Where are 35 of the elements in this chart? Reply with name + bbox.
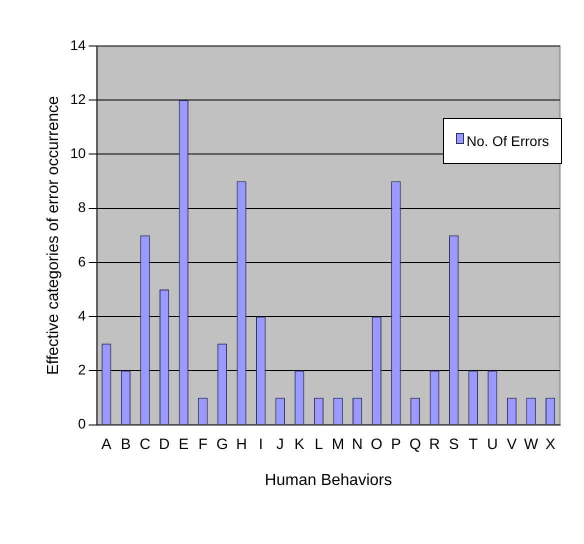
x-tick-label: V — [506, 436, 517, 453]
x-tick-label: O — [370, 436, 382, 453]
x-tick-label: P — [390, 436, 401, 453]
y-tick-label: 0 — [78, 416, 86, 432]
x-tick-label: J — [276, 436, 284, 453]
x-tick-label: D — [158, 436, 170, 453]
x-tick-label: R — [429, 436, 440, 453]
y-tick-label: 10 — [70, 145, 86, 162]
x-tick-label: Q — [409, 436, 422, 453]
x-tick-label: K — [294, 436, 304, 453]
x-tick-label: U — [487, 436, 498, 453]
x-tick-label: A — [101, 436, 112, 453]
y-tick-label: 8 — [78, 199, 86, 216]
x-tick-label: H — [236, 436, 247, 453]
x-tick-label: C — [140, 436, 151, 453]
x-tick-label: X — [545, 436, 556, 453]
x-tick-label: E — [178, 436, 189, 453]
legend-label: No. Of Errors — [466, 133, 549, 149]
x-tick-label: F — [198, 436, 208, 453]
y-tick-label: 2 — [78, 362, 86, 378]
x-tick-label: T — [468, 436, 478, 453]
x-tick-label: S — [448, 436, 459, 453]
y-tick-label: 4 — [78, 307, 86, 324]
x-tick-label: N — [352, 436, 363, 453]
x-tick-label: G — [216, 436, 228, 453]
y-tick-label: 14 — [70, 36, 86, 53]
x-tick-label: L — [314, 436, 323, 453]
y-axis-title: Effective categories of error occurrence — [45, 96, 62, 375]
y-tick-label: 6 — [78, 253, 86, 270]
x-tick-label: B — [120, 436, 131, 453]
x-axis-title: Human Behaviors — [264, 472, 392, 489]
x-tick-label: I — [258, 436, 263, 453]
x-tick-label: M — [332, 436, 344, 453]
y-tick-label: 12 — [70, 90, 86, 107]
x-tick-label: W — [524, 436, 539, 453]
